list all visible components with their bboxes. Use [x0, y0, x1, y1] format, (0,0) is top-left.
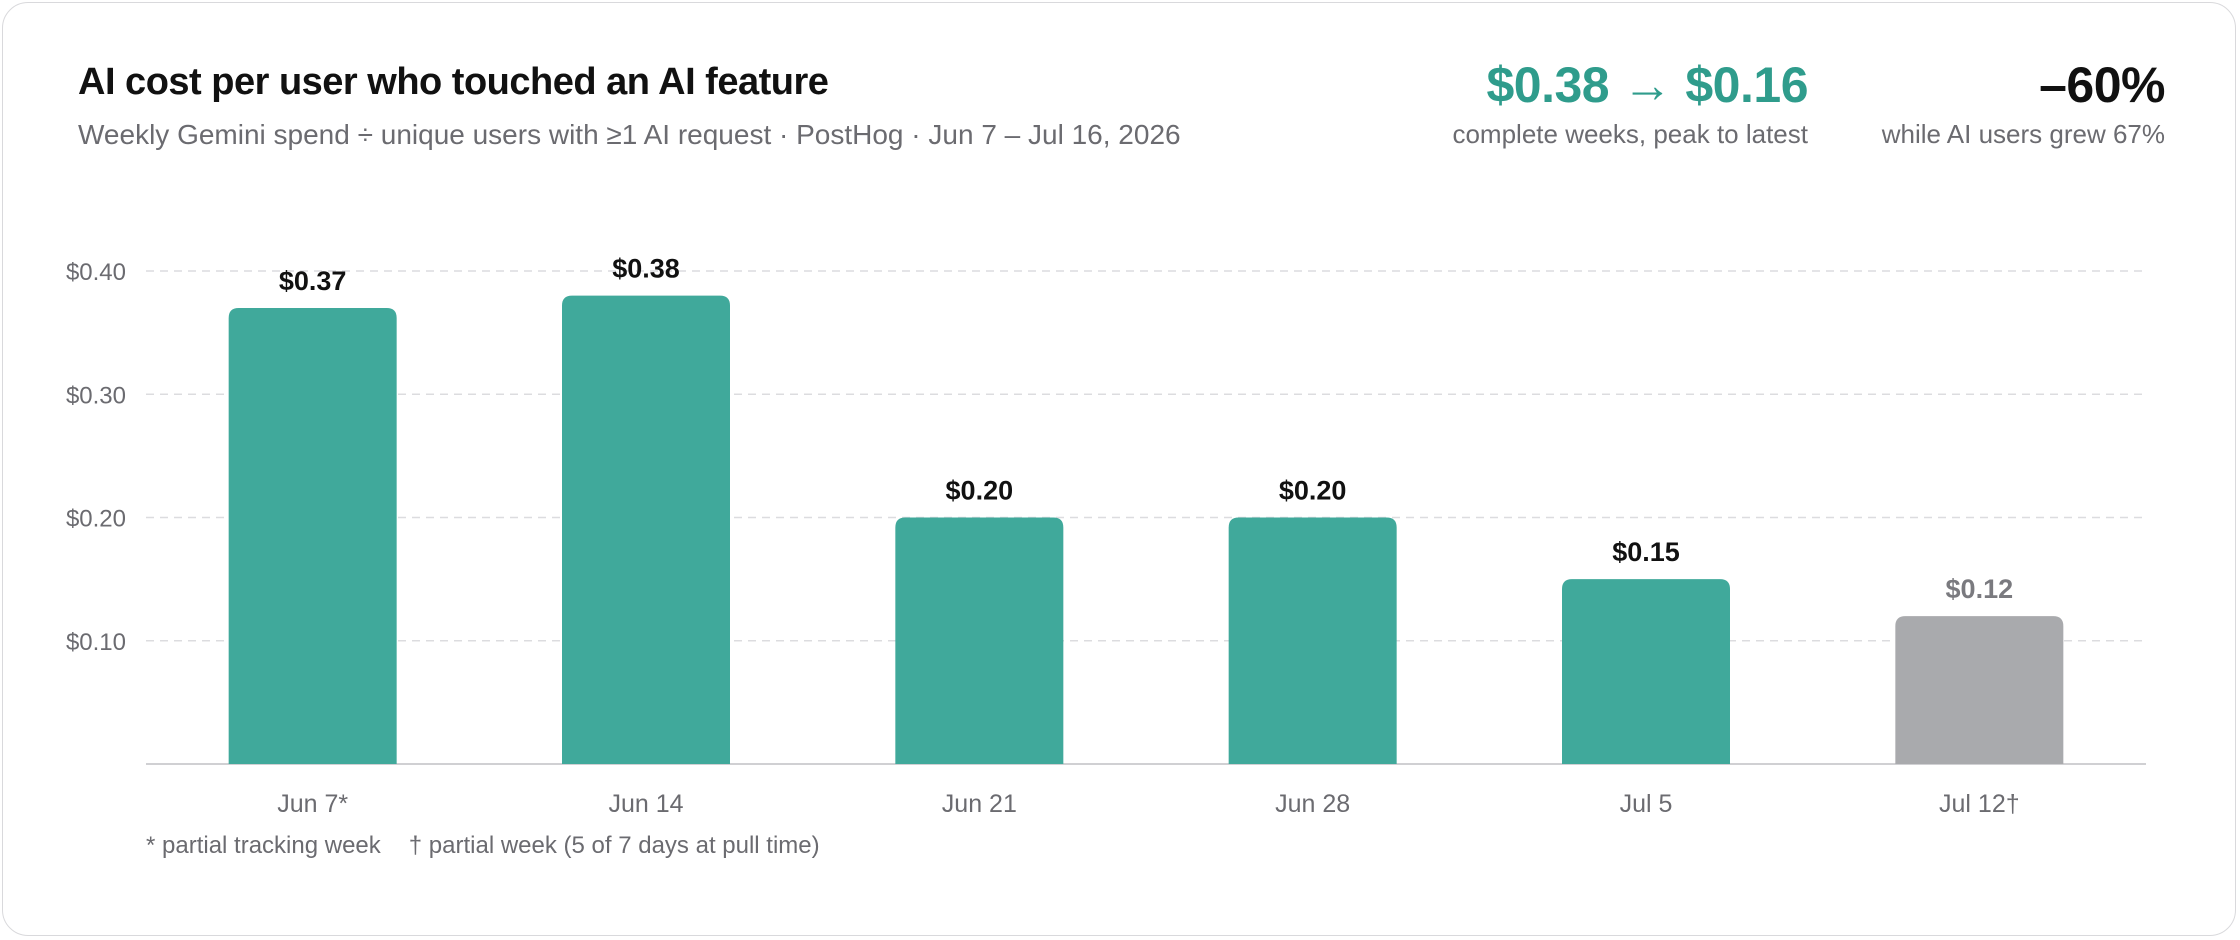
x-tick-label: Jun 21	[942, 790, 1017, 818]
footnote-partial-week: † partial week (5 of 7 days at pull time…	[408, 832, 820, 859]
bar-value-label: $0.12	[1946, 574, 2014, 604]
bar	[1562, 579, 1730, 764]
chart-title: AI cost per user who touched an AI featu…	[78, 61, 829, 103]
bar	[895, 517, 1064, 764]
footnotes: * partial tracking week † partial week (…	[146, 832, 820, 860]
bar	[1895, 616, 2064, 764]
bar	[562, 295, 730, 764]
kpi-cost-change-value: $0.38 → $0.16	[1486, 57, 1808, 113]
y-tick-label: $0.10	[66, 629, 126, 656]
x-tick-label: Jul 5	[1620, 790, 1673, 818]
bar-value-label: $0.38	[612, 254, 680, 284]
bar-value-label: $0.15	[1612, 537, 1680, 567]
x-tick-label: Jul 12†	[1939, 790, 2020, 818]
bar	[228, 307, 397, 764]
y-tick-label: $0.20	[66, 506, 126, 533]
kpi-percent-change: –60% while AI users grew 67%	[1881, 57, 2166, 150]
bar-value-label: $0.37	[279, 266, 347, 296]
x-tick-label: Jun 14	[608, 790, 683, 818]
kpi-percent-change-label: while AI users grew 67%	[1881, 119, 2165, 149]
kpi-cost-change-label: complete weeks, peak to latest	[1452, 119, 1808, 149]
footnote-partial-tracking: * partial tracking week	[146, 832, 381, 859]
kpi-percent-change-value: –60%	[2039, 57, 2165, 113]
bar-value-label: $0.20	[946, 476, 1014, 506]
kpi-cost-change: $0.38 → $0.16 complete weeks, peak to la…	[1452, 58, 1808, 150]
chart-subtitle: Weekly Gemini spend ÷ unique users with …	[78, 119, 1181, 150]
bar-value-label: $0.20	[1279, 476, 1347, 506]
x-tick-label: Jun 7*	[277, 790, 348, 818]
y-tick-label: $0.40	[66, 259, 126, 286]
y-tick-label: $0.30	[66, 382, 126, 409]
bar	[1228, 517, 1397, 764]
x-tick-label: Jun 28	[1275, 790, 1350, 818]
